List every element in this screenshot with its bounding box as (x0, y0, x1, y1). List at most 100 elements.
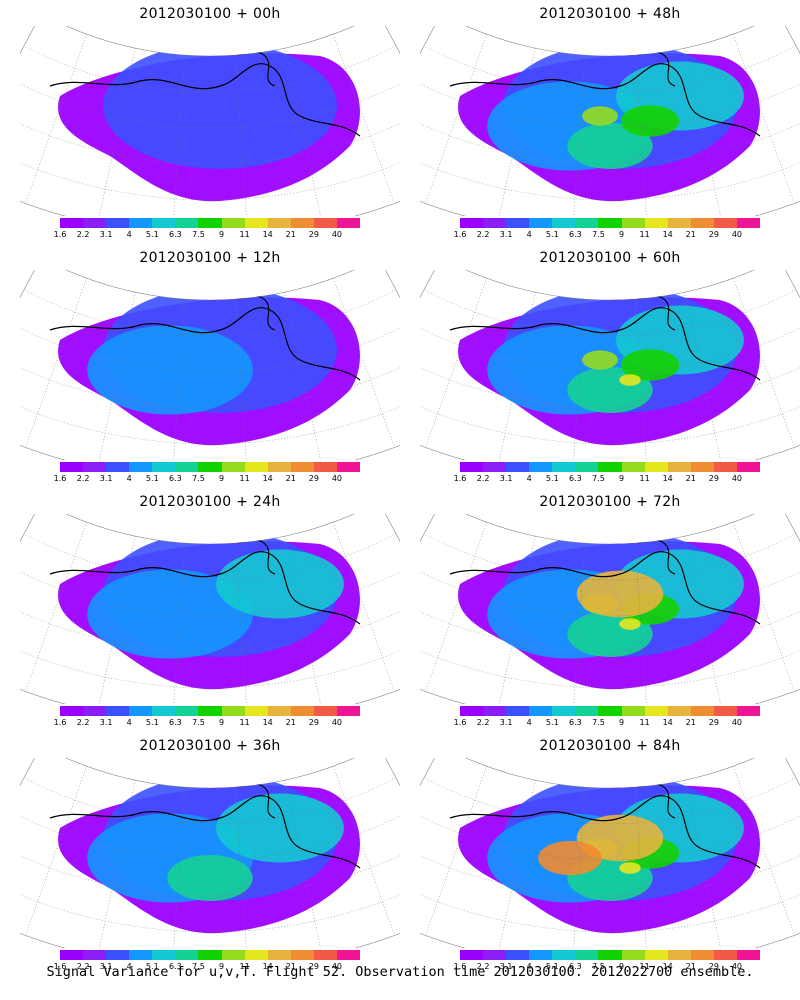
colorbar-tick-label: 11 (239, 962, 250, 971)
colorbar-swatch (621, 706, 645, 716)
colorbar-labels: 1.6 2.2 3.1 4 5.1 6.3 7.5 9 11 14 21 29 40 (454, 960, 760, 972)
colorbar-tick-label: 2.2 (476, 962, 490, 971)
colorbar-swatch (713, 950, 737, 960)
colorbar-swatch (244, 462, 268, 472)
colorbar-tick-label: 21 (685, 230, 696, 239)
panel-title: 2012030100 + 84h (539, 738, 681, 754)
colorbar-tick-label: 6.3 (569, 718, 582, 727)
colorbar-tick-label: 9 (218, 962, 225, 971)
colorbar-tick-label: 2.2 (476, 718, 490, 727)
colorbar-swatch (313, 706, 337, 716)
forecast-panel: 2012030100 + 24h 1.6 2.2 3.1 4 5.1 6.3 7.5 9 11 14… (20, 488, 400, 728)
colorbar-tick-label: 9 (218, 474, 225, 483)
colorbar-swatches (460, 218, 761, 228)
colorbar-swatches (460, 706, 761, 716)
colorbar-swatch (221, 950, 245, 960)
colorbar-swatch (221, 218, 245, 228)
colorbar-swatch (644, 462, 668, 472)
colorbar: 1.6 2.2 3.1 4 5.1 6.3 7.5 9 11 14 21 29 40 (54, 462, 361, 492)
colorbar-swatch (529, 218, 553, 228)
colorbar-tick-label: 5.1 (145, 962, 159, 971)
colorbar-swatch (506, 218, 530, 228)
colorbar-swatches (60, 218, 361, 228)
variance-map (420, 270, 800, 460)
colorbar-tick-label: 1.6 (453, 962, 467, 971)
colorbar-tick-label: 7.5 (192, 962, 205, 971)
colorbar-swatch (106, 218, 130, 228)
colorbar-swatch (506, 706, 530, 716)
colorbar-swatch (552, 462, 576, 472)
colorbar-labels: 1.6 2.2 3.1 4 5.1 6.3 7.5 9 11 14 21 29 40 (54, 716, 360, 728)
colorbar-tick-label: 14 (662, 962, 673, 971)
panel-title: 2012030100 + 12h (139, 250, 281, 266)
variance-map (420, 514, 800, 704)
colorbar-tick-label: 9 (618, 718, 625, 727)
variance-map (20, 514, 400, 704)
colorbar-labels: 1.6 2.2 3.1 4 5.1 6.3 7.5 9 11 14 21 29 40 (54, 960, 360, 972)
colorbar-tick-label: 7.5 (192, 474, 205, 483)
colorbar-swatch (152, 218, 176, 228)
forecast-panel: 2012030100 + 00h 1.6 2.2 3.1 4 5.1 6.3 7.5 9 11 14… (20, 0, 400, 240)
colorbar-swatch (290, 706, 314, 716)
colorbar: 1.6 2.2 3.1 4 5.1 6.3 7.5 9 11 14 21 29 40 (54, 218, 361, 248)
colorbar-swatch (106, 706, 130, 716)
colorbar-tick-label: 1.6 (53, 718, 67, 727)
colorbar-tick-label: 1.6 (453, 230, 467, 239)
colorbar-swatch (175, 706, 199, 716)
colorbar-tick-label: 3.1 (499, 962, 513, 971)
colorbar-swatch (736, 218, 761, 228)
colorbar-tick-label: 1.6 (53, 962, 67, 971)
colorbar-swatch (621, 950, 645, 960)
colorbar-swatch (713, 462, 737, 472)
colorbar-swatch (175, 218, 199, 228)
colorbar-swatch (175, 950, 199, 960)
colorbar-swatch (529, 706, 553, 716)
panel-title: 2012030100 + 24h (139, 494, 281, 510)
colorbar-tick-label: 5.1 (545, 474, 559, 483)
forecast-panel: 2012030100 + 36h 1.6 2.2 3.1 4 5.1 6.3 7.5 9 11 14… (20, 732, 400, 972)
colorbar-tick-label: 3.1 (99, 962, 113, 971)
colorbar-tick-label: 9 (218, 718, 225, 727)
forecast-panel: 2012030100 + 12h 1.6 2.2 3.1 4 5.1 6.3 7.5 9 11 14… (20, 244, 400, 484)
colorbar-tick-label: 6.3 (169, 230, 182, 239)
colorbar-tick-label: 14 (662, 230, 673, 239)
colorbar-tick-label: 21 (285, 962, 296, 971)
panel-title: 2012030100 + 48h (539, 6, 681, 22)
colorbar-swatch (175, 462, 199, 472)
colorbar-tick-label: 2.2 (76, 474, 90, 483)
colorbar-tick-label: 29 (708, 718, 719, 727)
colorbar-tick-label: 40 (731, 718, 743, 727)
colorbar-swatch (667, 218, 691, 228)
colorbar-swatch (313, 218, 337, 228)
colorbar-swatch (690, 462, 714, 472)
colorbar-tick-label: 40 (731, 474, 743, 483)
colorbar-swatch (621, 218, 645, 228)
colorbar-tick-label: 9 (618, 230, 625, 239)
colorbar-swatch (83, 462, 107, 472)
colorbar-tick-label: 14 (662, 474, 673, 483)
colorbar-swatch (83, 950, 107, 960)
colorbar-tick-label: 21 (685, 474, 696, 483)
colorbar-tick-label: 1.6 (53, 474, 67, 483)
colorbar-tick-label: 40 (331, 230, 343, 239)
colorbar-swatch (483, 706, 507, 716)
colorbar-swatch (575, 462, 599, 472)
colorbar-swatch (336, 462, 361, 472)
colorbar-swatch (483, 950, 507, 960)
colorbar-tick-label: 2.2 (76, 718, 90, 727)
colorbar-tick-label: 4 (526, 474, 532, 483)
colorbar-swatch (313, 462, 337, 472)
colorbar-swatch (267, 462, 291, 472)
colorbar-tick-label: 40 (331, 474, 343, 483)
colorbar-swatch (552, 706, 576, 716)
variance-map (20, 270, 400, 460)
colorbar-tick-label: 4 (126, 962, 132, 971)
panel-title: 2012030100 + 72h (539, 494, 681, 510)
colorbar-swatch (198, 462, 222, 472)
colorbar-tick-label: 21 (285, 718, 296, 727)
colorbar-tick-label: 21 (685, 962, 696, 971)
colorbar-swatches (460, 950, 761, 960)
colorbar-swatch (267, 950, 291, 960)
colorbar-tick-label: 29 (708, 962, 719, 971)
colorbar-swatch (336, 950, 361, 960)
